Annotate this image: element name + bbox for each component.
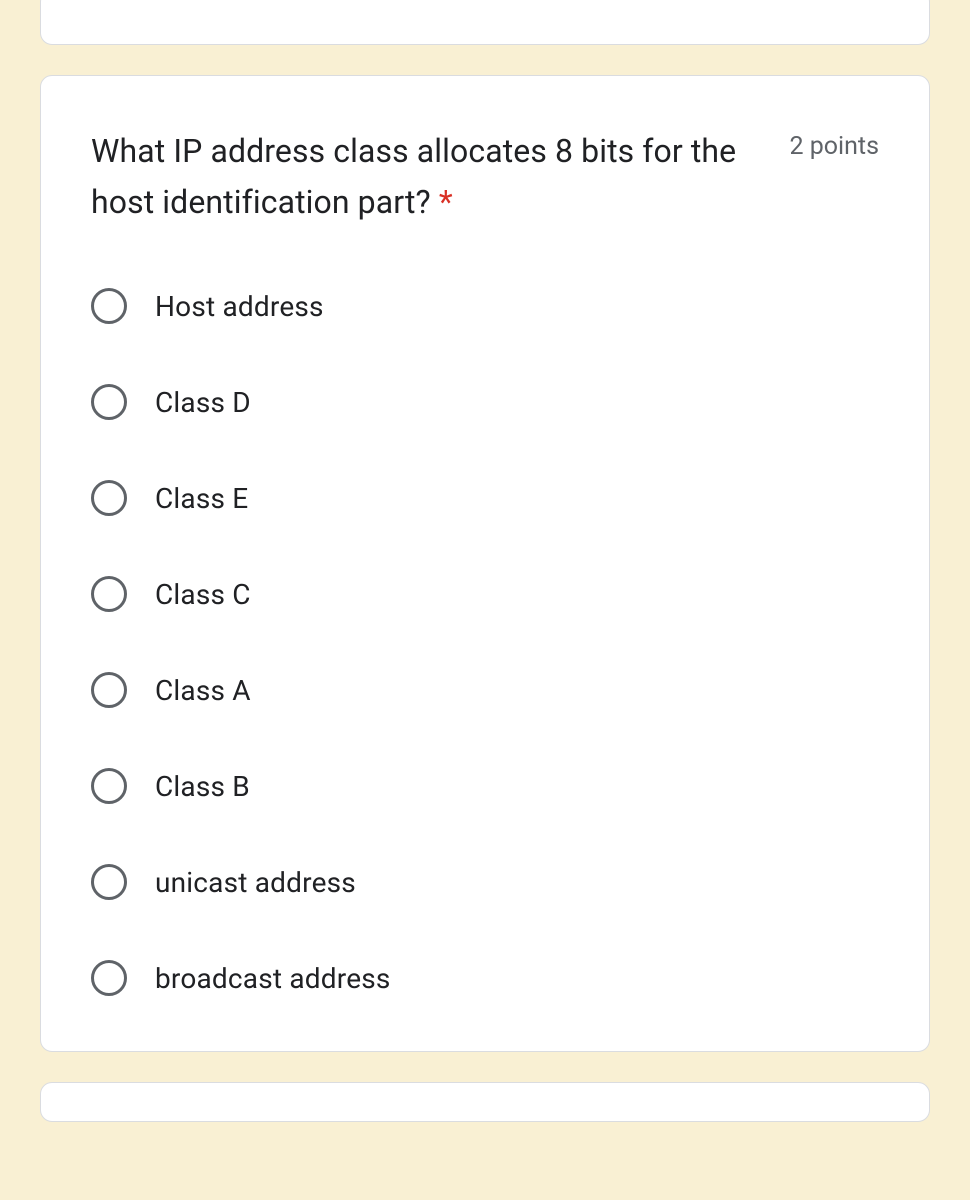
question-text-content: What IP address class allocates 8 bits f… xyxy=(91,132,736,221)
question-text: What IP address class allocates 8 bits f… xyxy=(91,126,769,228)
radio-icon xyxy=(91,960,127,996)
option-unicast-address[interactable]: unicast address xyxy=(91,864,879,900)
option-class-c[interactable]: Class C xyxy=(91,576,879,612)
radio-icon xyxy=(91,864,127,900)
option-class-d[interactable]: Class D xyxy=(91,384,879,420)
question-card: What IP address class allocates 8 bits f… xyxy=(40,75,930,1052)
option-label: broadcast address xyxy=(155,962,391,995)
option-label: Class A xyxy=(155,674,251,707)
next-card-stub xyxy=(40,1082,930,1122)
option-label: Class C xyxy=(155,578,251,611)
option-class-a[interactable]: Class A xyxy=(91,672,879,708)
radio-icon xyxy=(91,384,127,420)
radio-icon xyxy=(91,480,127,516)
option-class-b[interactable]: Class B xyxy=(91,768,879,804)
radio-icon xyxy=(91,672,127,708)
option-label: unicast address xyxy=(155,866,356,899)
option-label: Class D xyxy=(155,386,251,419)
option-class-e[interactable]: Class E xyxy=(91,480,879,516)
radio-icon xyxy=(91,768,127,804)
required-marker: * xyxy=(439,183,453,221)
option-label: Host address xyxy=(155,290,324,323)
radio-icon xyxy=(91,576,127,612)
option-label: Class B xyxy=(155,770,250,803)
option-broadcast-address[interactable]: broadcast address xyxy=(91,960,879,996)
options-group: Host address Class D Class E Class C Cla… xyxy=(91,288,879,996)
radio-icon xyxy=(91,288,127,324)
question-header: What IP address class allocates 8 bits f… xyxy=(91,126,879,228)
previous-card-stub xyxy=(40,0,930,45)
points-label: 2 points xyxy=(789,126,879,161)
option-host-address[interactable]: Host address xyxy=(91,288,879,324)
option-label: Class E xyxy=(155,482,248,515)
